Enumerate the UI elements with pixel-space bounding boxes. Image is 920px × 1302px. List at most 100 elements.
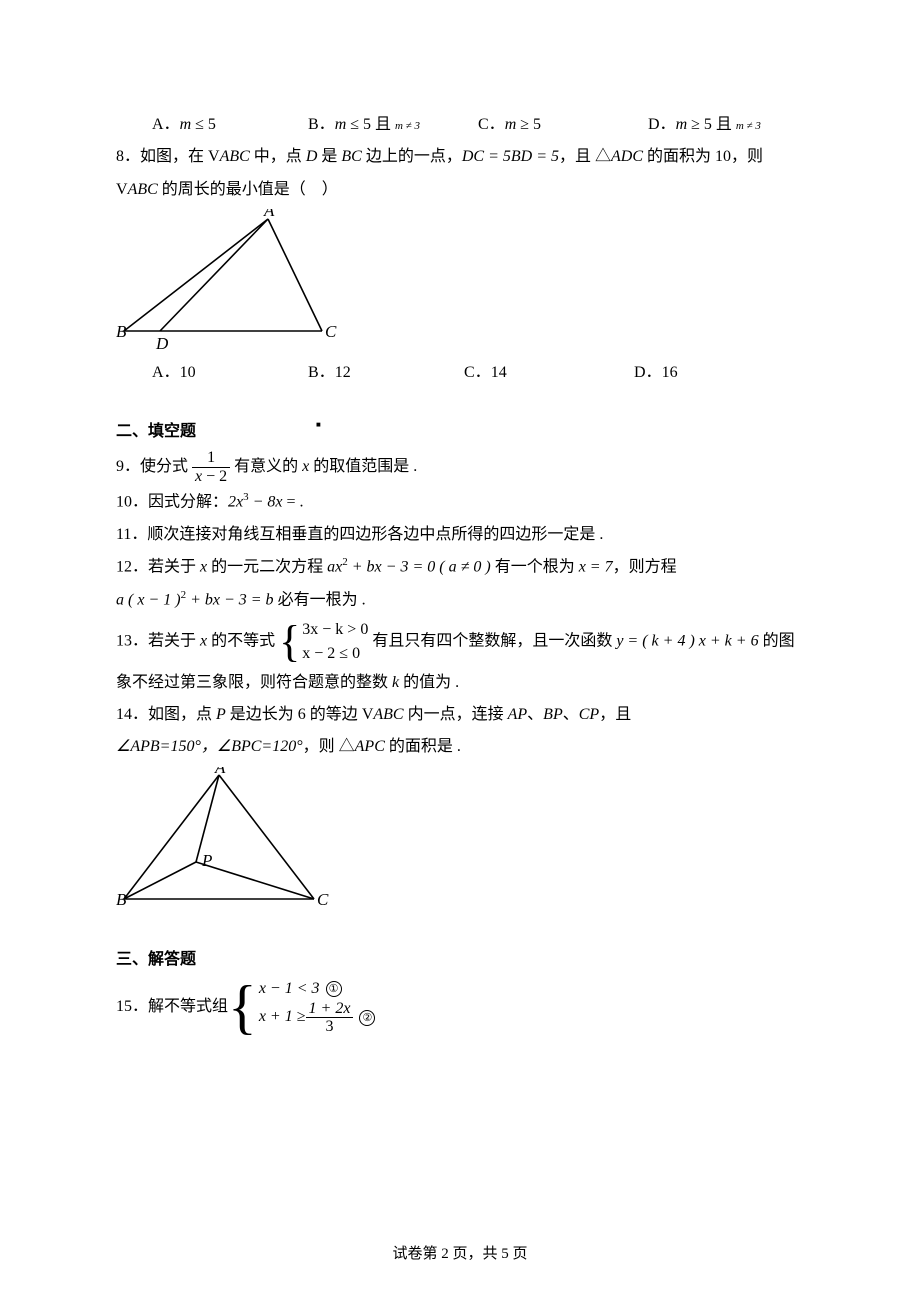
q15: 15．解不等式组 { x − 1 < 3 ① x + 1 ≥ 1 + 2x3② — [116, 977, 804, 1037]
choice-label: A． — [152, 116, 180, 133]
row: 3x − k > 0 — [302, 618, 368, 642]
var: x — [275, 493, 282, 510]
val: 16 — [662, 364, 678, 381]
text: 内一点，连接 — [404, 706, 508, 723]
text: 有且只有四个整数解，且一次函数 — [368, 632, 616, 649]
expr: + bx − 3 = 0 ( a ≠ 0 ) — [348, 559, 491, 576]
choice-label: B． — [308, 116, 335, 133]
text: 的一元二次方程 — [207, 559, 327, 576]
svg-text:C: C — [317, 890, 329, 909]
left-brace-icon: { — [279, 620, 300, 664]
rel: ≤ 5 — [191, 116, 216, 133]
text: 的面积为 10，则 — [643, 148, 763, 165]
cond: m ≠ 3 — [395, 120, 420, 132]
rel: ≥ 5 — [516, 116, 541, 133]
svg-text:A: A — [263, 209, 275, 220]
q9: 9．使分式 1x − 2 有意义的 x 的取值范围是 . — [116, 449, 804, 485]
text: 的面积是 . — [385, 738, 461, 755]
text: ，且 △ — [559, 148, 611, 165]
svg-text:C: C — [325, 322, 337, 341]
svg-text:B: B — [116, 322, 127, 341]
choice-label: C． — [478, 116, 505, 133]
q7-choice-a: A．m ≤ 5 — [152, 110, 308, 140]
seg: BC — [341, 148, 361, 165]
text: 15．解不等式组 — [116, 992, 228, 1022]
q11: 11．顺次连接对角线互相垂直的四边形各边中点所得的四边形一定是 . — [116, 520, 804, 550]
tri: APC — [355, 738, 385, 755]
choice-label: B． — [308, 364, 335, 381]
system-rows: x − 1 < 3 ① x + 1 ≥ 1 + 2x3② — [259, 979, 376, 1036]
q13-l1: 13．若关于 x 的不等式 {3x − k > 0x − 2 ≤ 0 有且只有四… — [116, 618, 804, 666]
page-footer: 试卷第 2 页，共 5 页 — [0, 1240, 920, 1269]
q12-l1: 12．若关于 x 的一元二次方程 ax2 + bx − 3 = 0 ( a ≠ … — [116, 552, 804, 583]
pt: P — [216, 706, 226, 723]
tri: ADC — [611, 148, 643, 165]
numerator: 1 — [192, 449, 230, 468]
system-rows: 3x − k > 0x − 2 ≤ 0 — [302, 618, 368, 666]
var: m — [505, 116, 517, 133]
q8-choice-a: A．10 — [152, 358, 308, 388]
text: 有意义的 — [230, 458, 302, 475]
text: 10．因式分解： — [116, 493, 228, 510]
seg: CP — [579, 706, 599, 723]
expr: ∠APB=150°，∠BPC=120° — [116, 738, 303, 755]
q7-choices: A．m ≤ 5 B．m ≤ 5 且 m ≠ 3 C．m ≥ 5 D．m ≥ 5 … — [116, 110, 804, 140]
expr: x = 7 — [579, 559, 613, 576]
tri: ABC — [220, 148, 250, 165]
tri: ABC — [128, 181, 158, 198]
eq-marker-icon: ① — [326, 981, 342, 997]
inequality-system: {3x − k > 0x − 2 ≤ 0 — [279, 618, 368, 666]
dot-icon: ■ — [316, 421, 321, 429]
var: m — [180, 116, 192, 133]
text: 的值为 . — [399, 674, 459, 691]
expr: 2x — [228, 493, 243, 510]
denominator: x − 2 — [192, 468, 230, 486]
q8-choice-b: B．12 — [308, 358, 464, 388]
left-brace-icon: { — [228, 977, 257, 1037]
rel: ≤ 5 且 — [346, 116, 395, 133]
fraction: 1 + 2x3 — [306, 1000, 354, 1036]
choice-label: D． — [634, 364, 662, 381]
svg-text:B: B — [116, 890, 127, 909]
text: = . — [283, 493, 304, 510]
expr: − 8 — [249, 493, 276, 510]
text: ，且 — [599, 706, 631, 723]
text: 必有一根为 . — [274, 591, 366, 608]
text: 8．如图，在 — [116, 148, 208, 165]
text: ，则 △ — [303, 738, 355, 755]
expr: x + 1 ≥ — [259, 1007, 306, 1028]
section-solve-heading: 三、解答题 — [116, 945, 804, 975]
eq: DC = 5BD = 5 — [462, 148, 559, 165]
row: x + 1 ≥ 1 + 2x3② — [259, 1000, 376, 1036]
expr: x − 1 < 3 — [259, 980, 320, 997]
q14-l1: 14．如图，点 P 是边长为 6 的等边 VABC 内一点，连接 AP、BP、C… — [116, 700, 804, 730]
text: 14．如图，点 — [116, 706, 216, 723]
choice-label: A． — [152, 364, 180, 381]
expr: a ( x − 1 ) — [116, 591, 181, 608]
q14-l2: ∠APB=150°，∠BPC=120°，则 △APC 的面积是 . — [116, 732, 804, 762]
pt: D — [306, 148, 318, 165]
text: 是 — [317, 148, 341, 165]
val: 12 — [335, 364, 351, 381]
q8-choice-c: C．14 — [464, 358, 634, 388]
q7-choice-b: B．m ≤ 5 且 m ≠ 3 — [308, 110, 478, 140]
svg-text:P: P — [201, 851, 212, 870]
expr: y = ( k + 4 ) x + k + 6 — [616, 632, 758, 649]
text: 象不经过第三象限，则符合题意的整数 — [116, 674, 392, 691]
var: m — [335, 116, 347, 133]
text: 9．使分式 — [116, 458, 192, 475]
q10: 10．因式分解：2x3 − 8x = . — [116, 487, 804, 518]
text: 的周长的最小值是（ ） — [158, 181, 338, 198]
text: 中，点 — [250, 148, 306, 165]
exam-page: A．m ≤ 5 B．m ≤ 5 且 m ≠ 3 C．m ≥ 5 D．m ≥ 5 … — [0, 0, 920, 1302]
denominator: 3 — [306, 1018, 354, 1036]
text: − 2 — [202, 468, 227, 485]
val: 10 — [180, 364, 196, 381]
cond: m ≠ 3 — [736, 120, 761, 132]
q8-choices: A．10 B．12 C．14 D．16 — [116, 358, 804, 388]
q14-figure: ABCP — [116, 767, 804, 917]
q12-l2: a ( x − 1 )2 + bx − 3 = b 必有一根为 . — [116, 585, 804, 616]
expr: + bx − 3 = b — [186, 591, 274, 608]
q7-choice-c: C．m ≥ 5 — [478, 110, 648, 140]
svg-text:D: D — [155, 334, 169, 353]
